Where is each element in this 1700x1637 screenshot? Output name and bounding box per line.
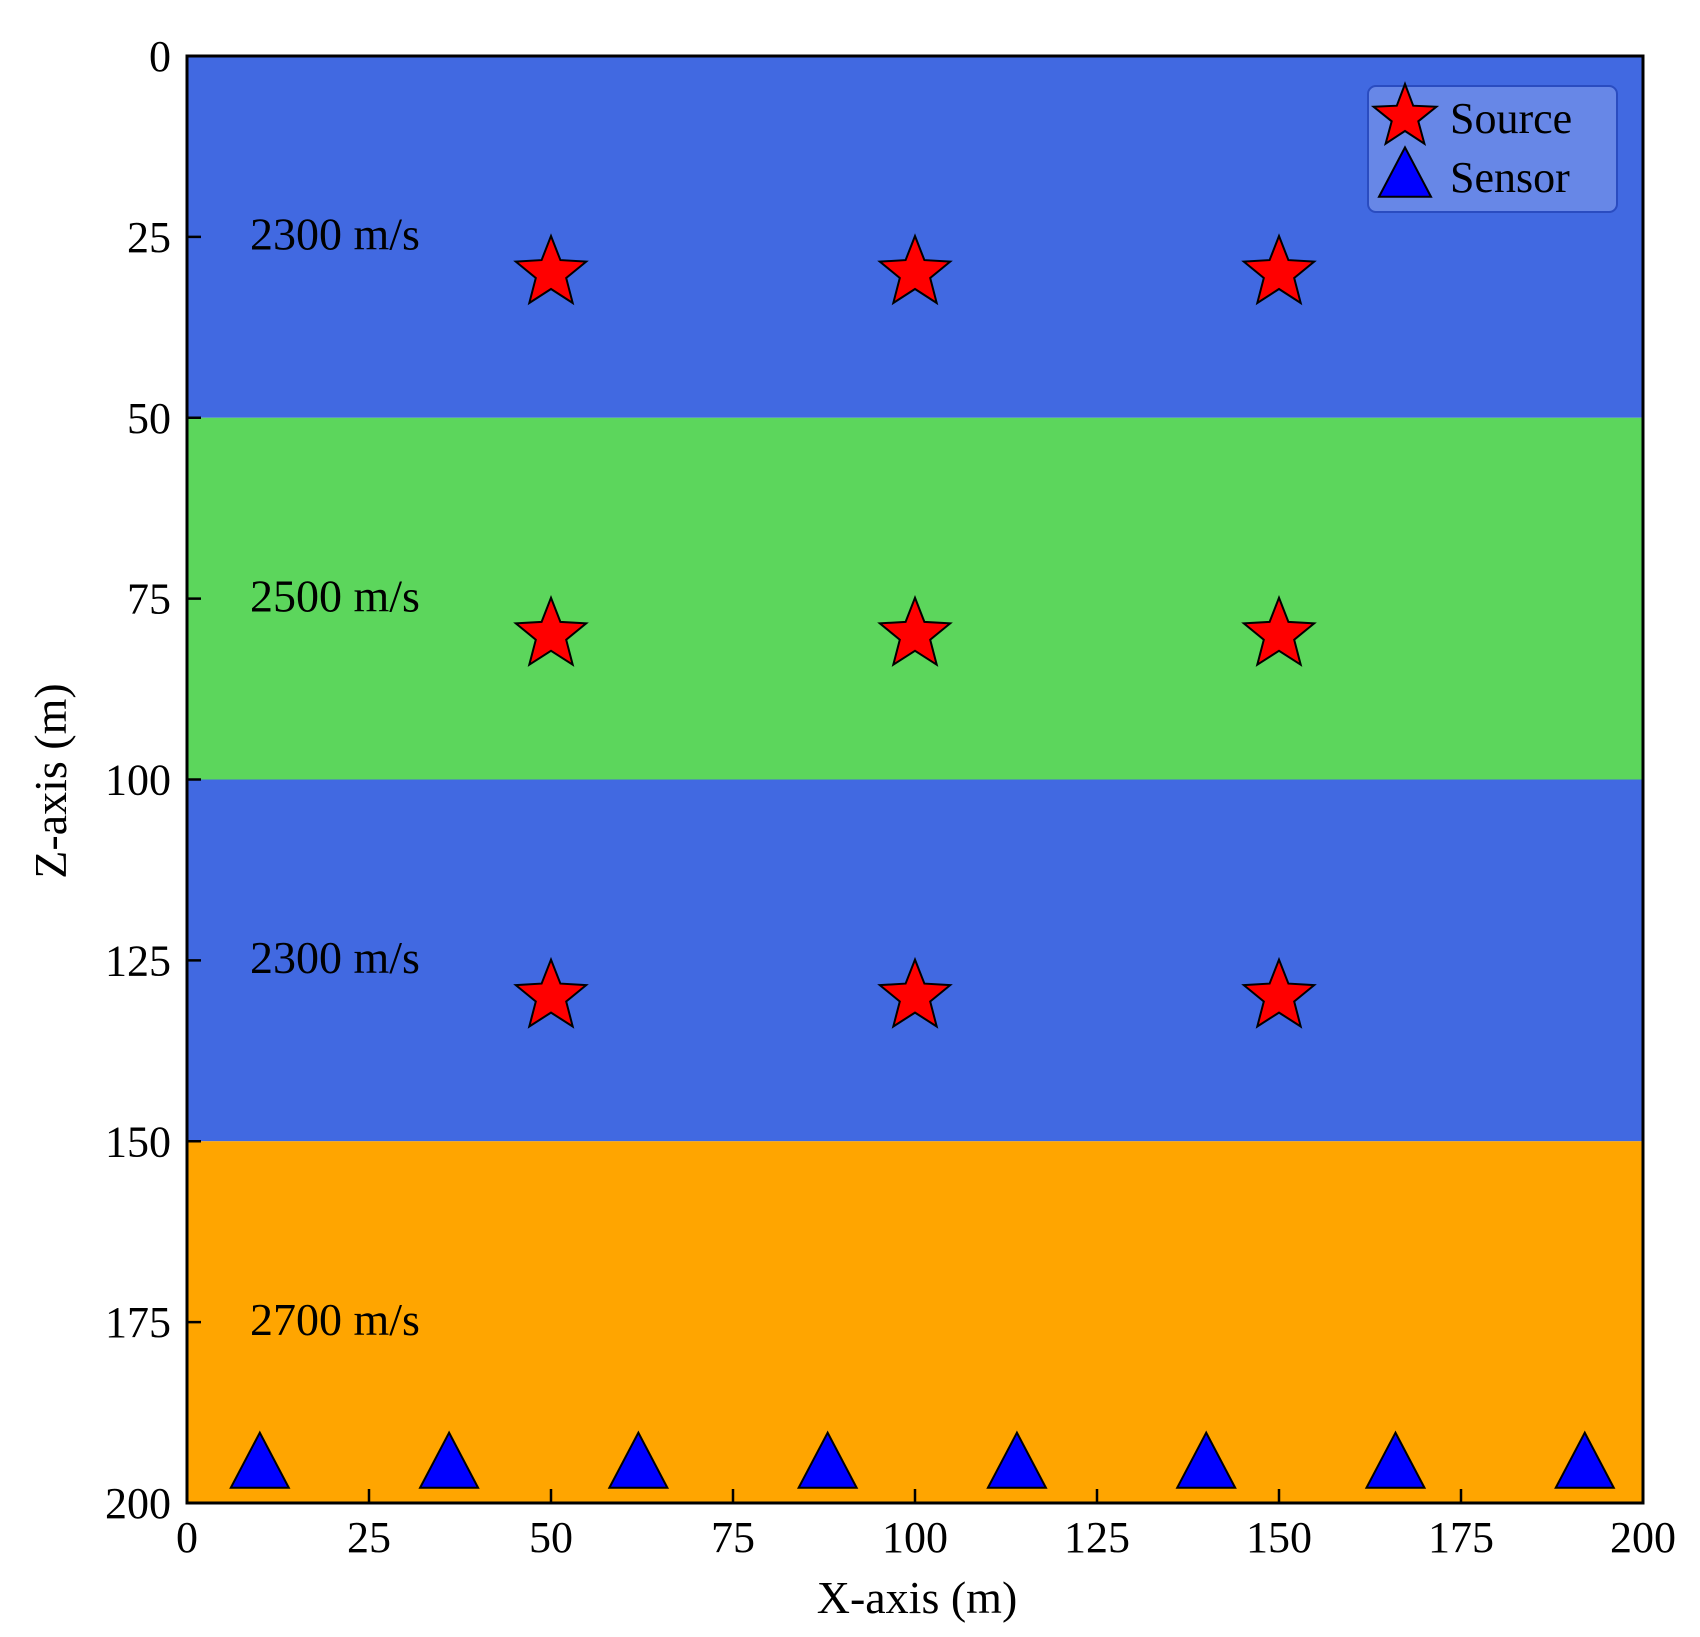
sensor-marker-7 [1364,1430,1427,1489]
sensor-marker-5 [986,1430,1048,1489]
layer-label-3: 2300 m/s [250,932,420,983]
legend-label-sensor: Sensor [1450,153,1570,202]
source-marker-5 [877,595,953,667]
markers [229,233,1616,1489]
legend-box [1367,85,1618,213]
x-tick-label: 25 [347,1513,391,1562]
legend-sensor-marker [1377,145,1433,198]
layer-label-4: 2700 m/s [250,1294,420,1345]
y-tick-label: 150 [105,1117,171,1166]
sensor-marker-2 [418,1430,480,1489]
y-tick-label: 100 [105,756,171,805]
x-tick-label: 100 [882,1513,948,1562]
layer-labels: 2300 m/s 2500 m/s 2300 m/s 2700 m/s [250,209,420,1345]
sensor-marker-6 [1175,1430,1237,1489]
y-tick-label: 175 [105,1298,171,1347]
source-marker-3 [1241,233,1317,306]
x-tick-label: 175 [1428,1513,1494,1562]
sensor-marker-3 [607,1430,670,1489]
x-tick-label: 75 [711,1513,755,1562]
y-tick-label: 0 [149,32,171,81]
x-tick-label: 125 [1064,1513,1130,1562]
x-tick-label: 200 [1610,1513,1676,1562]
x-tick-label: 50 [529,1513,573,1562]
legend: Source Sensor [1367,81,1618,213]
y-tick-label: 125 [105,936,171,985]
sensor-marker-8 [1554,1430,1616,1489]
y-tick-label: 200 [105,1479,171,1528]
source-marker-7 [513,956,589,1029]
y-tick-label: 75 [127,575,171,624]
sensor-marker-4 [796,1430,859,1489]
legend-source-marker [1370,81,1440,146]
x-axis-title: X-axis (m) [817,1572,1018,1623]
sensor-marker-1 [229,1430,291,1489]
x-tick-label: 0 [176,1513,198,1562]
x-tick-label: 150 [1246,1513,1312,1562]
y-tick-label: 50 [127,394,171,443]
y-axis-title: Z-axis (m) [25,683,76,878]
layer-label-2: 2500 m/s [250,570,420,621]
source-marker-6 [1241,595,1317,667]
source-marker-2 [877,233,953,306]
y-tick-label: 25 [127,213,171,262]
source-marker-8 [877,956,953,1029]
source-marker-9 [1241,956,1317,1029]
source-marker-4 [513,595,589,667]
legend-label-source: Source [1450,94,1572,143]
source-marker-1 [513,233,589,306]
axes: 0 25 50 75 100 125 150 175 200025507510012515017… [105,32,1676,1562]
layer-label-1: 2300 m/s [250,209,420,260]
